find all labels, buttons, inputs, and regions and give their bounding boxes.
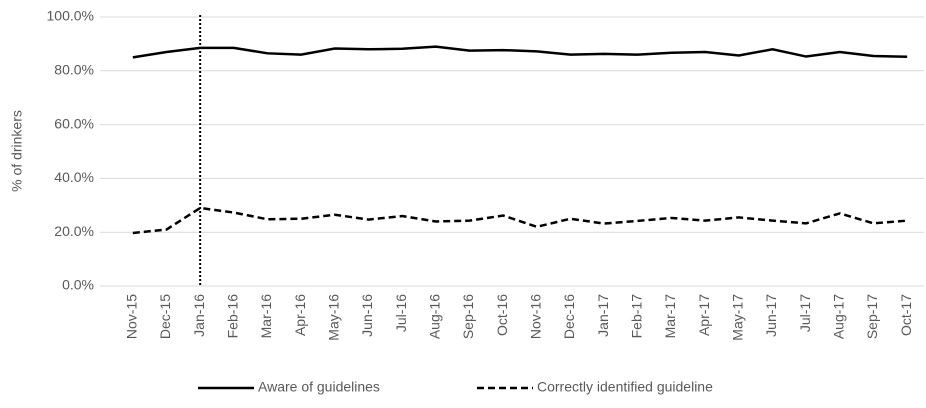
x-tick-label: Nov-15 [124,294,140,339]
x-tick-label: Jul-17 [797,294,813,332]
legend-label: Correctly identified guideline [537,379,713,395]
x-tick-label: Apr-16 [292,294,308,336]
x-tick-label: May-16 [326,294,342,341]
y-tick-label: 100.0% [47,8,94,24]
x-tick-label: Aug-16 [427,294,443,339]
x-tick-label: Dec-16 [561,294,577,339]
x-tick-label: Mar-16 [258,294,274,339]
x-tick-label: Oct-16 [494,294,510,336]
x-tick-label: May-17 [730,294,746,341]
y-tick-label: 20.0% [54,223,94,239]
y-tick-label: 80.0% [54,62,94,78]
legend-label: Aware of guidelines [258,379,380,395]
x-tick-label: Nov-16 [528,294,544,339]
x-tick-label: Feb-17 [629,294,645,339]
y-tick-label: 40.0% [54,169,94,185]
x-tick-label: Jul-16 [393,294,409,332]
series-line [132,206,908,235]
y-tick-label: 0.0% [62,277,94,293]
x-tick-label: Apr-17 [696,294,712,336]
x-tick-label: Oct-17 [898,294,914,336]
y-tick-label: 60.0% [54,115,94,131]
x-tick-label: Feb-16 [225,294,241,339]
x-tick-label: Jun-16 [359,294,375,337]
x-tick-label: Aug-17 [831,294,847,339]
x-tick-label: Jan-17 [595,294,611,337]
x-tick-label: Jun-17 [763,294,779,337]
series-line [132,45,908,59]
x-tick-label: Sep-16 [460,294,476,339]
x-tick-label: Jan-16 [191,294,207,337]
x-tick-label: Mar-17 [662,294,678,339]
x-tick-label: Dec-15 [157,294,173,339]
y-axis-label: % of drinkers [9,110,25,192]
x-tick-label: Sep-17 [864,294,880,339]
